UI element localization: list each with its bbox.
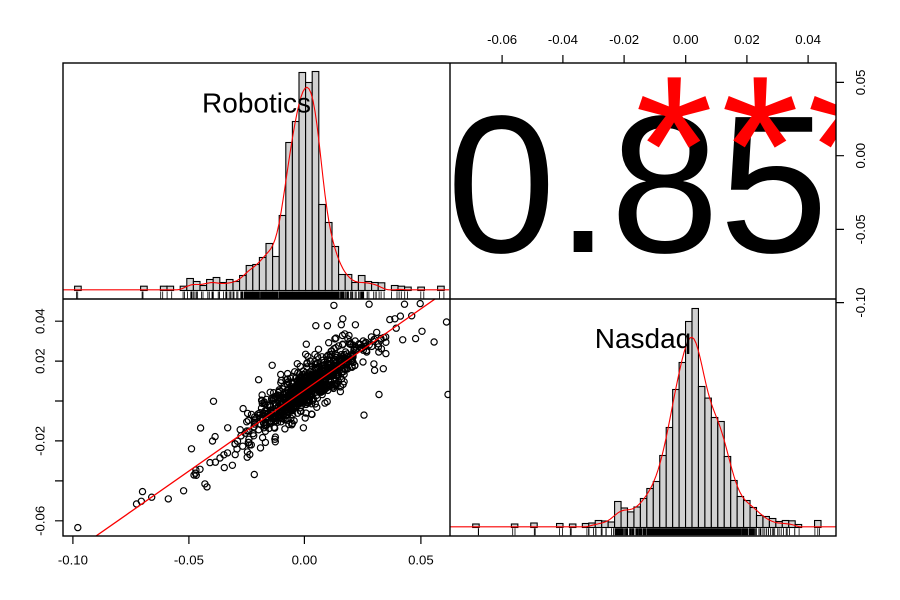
svg-text:0.05: 0.05 (853, 70, 868, 96)
svg-text:Robotics: Robotics (202, 87, 311, 118)
svg-text:-0.10: -0.10 (58, 553, 88, 568)
svg-text:0.85: 0.85 (447, 75, 828, 294)
svg-text:-0.02: -0.02 (33, 426, 48, 456)
svg-text:-0.06: -0.06 (487, 32, 517, 47)
svg-text:-0.02: -0.02 (609, 32, 639, 47)
svg-text:0.02: 0.02 (33, 348, 48, 374)
svg-text:-0.10: -0.10 (853, 288, 868, 318)
svg-text:*: * (807, 35, 885, 258)
svg-text:*: * (721, 35, 799, 258)
svg-text:0.04: 0.04 (33, 308, 48, 334)
svg-text:0.00: 0.00 (673, 32, 699, 47)
svg-text:-0.04: -0.04 (548, 32, 578, 47)
svg-text:0.02: 0.02 (734, 32, 760, 47)
svg-text:*: * (635, 35, 713, 258)
svg-text:-0.05: -0.05 (174, 553, 204, 568)
svg-text:Nasdaq: Nasdaq (595, 323, 692, 354)
svg-text:-0.05: -0.05 (853, 214, 868, 244)
svg-text:0.00: 0.00 (292, 553, 318, 568)
svg-text:0.05: 0.05 (408, 553, 434, 568)
svg-text:0.00: 0.00 (853, 143, 868, 169)
svg-text:0.04: 0.04 (795, 32, 821, 47)
svg-text:-0.06: -0.06 (33, 506, 48, 536)
